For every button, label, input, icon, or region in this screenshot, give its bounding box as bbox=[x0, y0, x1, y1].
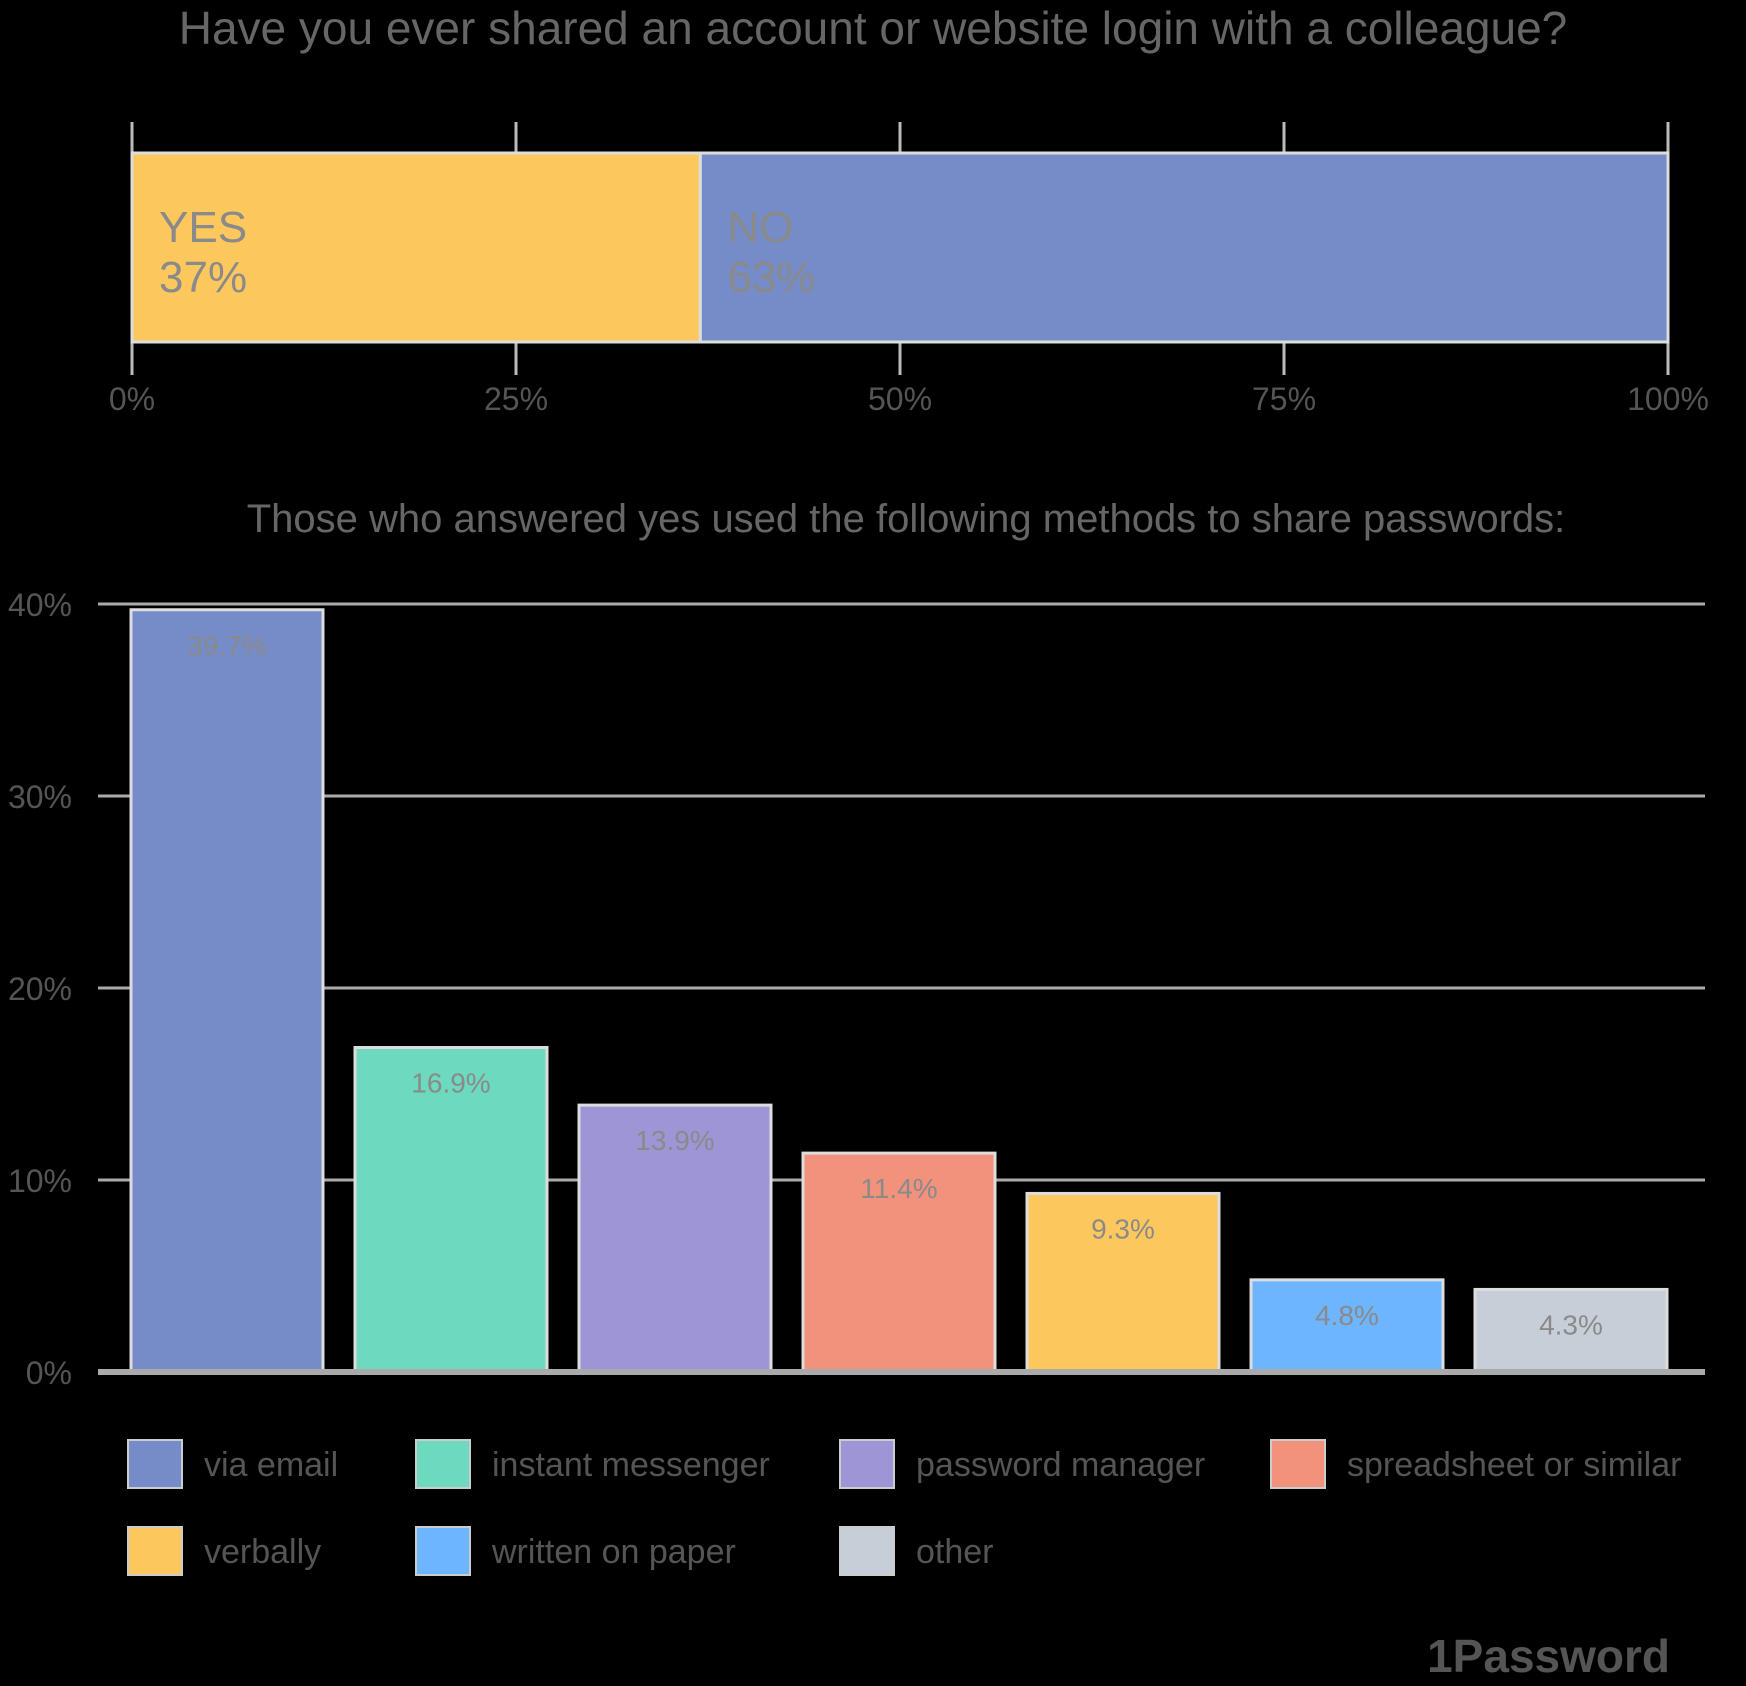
legend-label: via email bbox=[204, 1446, 338, 1484]
bar-via-email bbox=[129, 608, 325, 1374]
legend-swatch bbox=[415, 1526, 471, 1576]
y-tick-label: 30% bbox=[8, 779, 72, 815]
legend-swatch bbox=[127, 1526, 183, 1576]
chart-title-top: Have you ever shared an account or websi… bbox=[179, 2, 1568, 54]
legend-swatch bbox=[1270, 1439, 1326, 1489]
legend-label: spreadsheet or similar bbox=[1347, 1446, 1681, 1484]
segment-value-label: 63% bbox=[727, 253, 815, 302]
y-tick-label: 20% bbox=[8, 971, 72, 1007]
legend: via email instant messenger password manag… bbox=[127, 1439, 1681, 1576]
bar-instant-messenger bbox=[353, 1046, 549, 1374]
legend-label: password manager bbox=[916, 1446, 1205, 1484]
legend-label: written on paper bbox=[491, 1533, 736, 1571]
x-tick-label: 25% bbox=[484, 381, 548, 417]
legend-swatch bbox=[127, 1439, 183, 1489]
bar-spreadsheet-or-similar bbox=[801, 1151, 997, 1374]
bar-value-label: 4.8% bbox=[1315, 1300, 1379, 1331]
y-tick-label: 0% bbox=[26, 1355, 72, 1391]
legend-label: verbally bbox=[204, 1533, 321, 1571]
segment-name-label: NO bbox=[727, 203, 793, 252]
legend-swatch bbox=[839, 1439, 895, 1489]
x-tick-label: 0% bbox=[109, 381, 155, 417]
x-tick-label: 50% bbox=[868, 381, 932, 417]
legend-swatch bbox=[415, 1439, 471, 1489]
x-tick-label: 100% bbox=[1627, 381, 1709, 417]
segment-value-label: 37% bbox=[159, 253, 247, 302]
bar-value-label: 16.9% bbox=[411, 1068, 490, 1099]
bar-value-label: 9.3% bbox=[1091, 1213, 1155, 1244]
bar-value-label: 39.7% bbox=[187, 630, 266, 661]
y-tick-label: 10% bbox=[8, 1163, 72, 1199]
brand-logo-text: 1Password bbox=[1427, 1630, 1670, 1682]
chart-title-bottom: Those who answered yes used the followin… bbox=[247, 497, 1566, 541]
y-tick-label: 40% bbox=[8, 587, 72, 623]
stacked-segment-no bbox=[698, 151, 1670, 344]
bar-value-label: 4.3% bbox=[1539, 1309, 1603, 1340]
bar-value-label: 13.9% bbox=[635, 1125, 714, 1156]
methods-bar-chart: 0% 10% 20% 30% 40% 39.7% 16.9% 13.9% 11.4% 9.3% 4.… bbox=[8, 587, 1705, 1391]
legend-swatch bbox=[839, 1526, 895, 1576]
bar-value-label: 11.4% bbox=[860, 1173, 937, 1204]
bar-password-manager bbox=[577, 1103, 773, 1374]
x-tick-label: 75% bbox=[1252, 381, 1316, 417]
legend-label: other bbox=[916, 1533, 994, 1571]
segment-name-label: YES bbox=[159, 203, 247, 252]
legend-label: instant messenger bbox=[492, 1446, 770, 1484]
